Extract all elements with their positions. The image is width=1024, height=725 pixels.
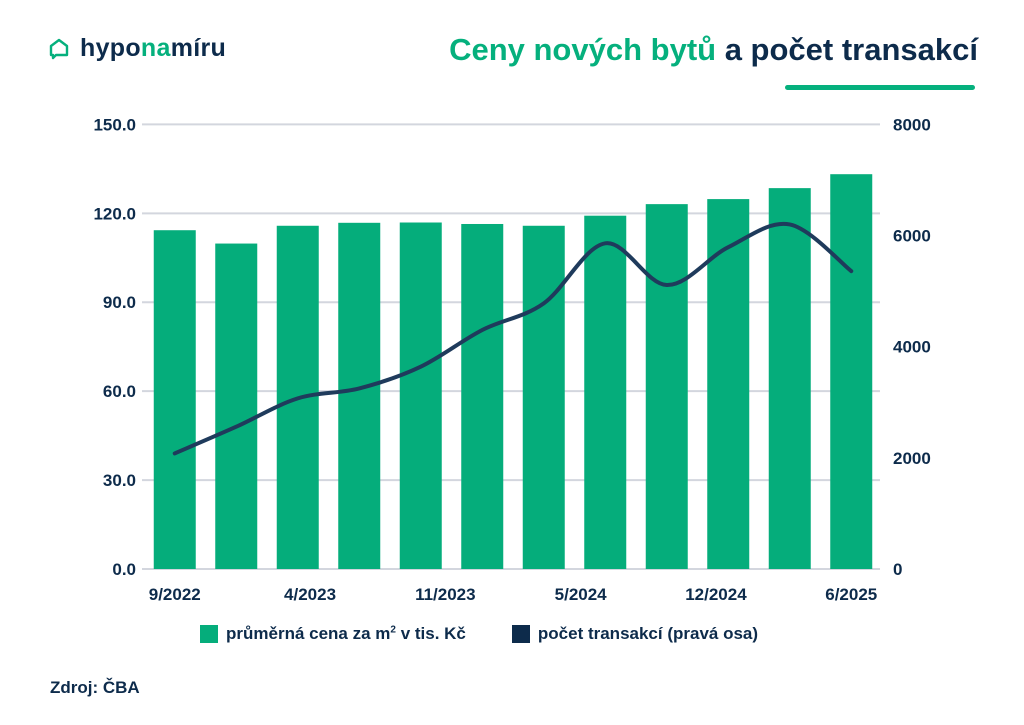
logo-text: hyponamíru — [80, 34, 227, 62]
y-left-tick-label: 30.0 — [103, 471, 136, 490]
legend-swatch-bar — [200, 625, 218, 643]
transactions-line — [172, 221, 854, 456]
chart-svg: 0.0 30.0 60.0 90.0 120.0 150.0 0 2000 4000 6000 80… — [93, 115, 931, 604]
bar — [645, 204, 688, 570]
chart-title: Ceny nových bytů a počet transakcí — [449, 32, 978, 68]
y-left-tick-label: 150.0 — [93, 115, 136, 134]
x-tick-label: 12/2024 — [685, 585, 747, 604]
x-tick-label: 5/2024 — [555, 585, 608, 604]
y-left-tick-label: 90.0 — [103, 293, 136, 312]
bar — [215, 243, 258, 569]
y-left-tick-label: 0.0 — [112, 560, 136, 579]
legend-swatch-line — [511, 625, 530, 643]
bar — [399, 222, 442, 569]
legend-item-transactions: počet transakcí (pravá osa) — [511, 624, 759, 644]
bar — [522, 225, 565, 569]
legend-item-price: průměrná cena za m2 v tis. Kč — [200, 624, 466, 644]
title-underline — [785, 85, 975, 90]
y-left-tick-label: 60.0 — [103, 382, 136, 401]
y-right-tick-label: 4000 — [893, 338, 931, 357]
bar — [338, 222, 381, 569]
legend-label-transactions: počet transakcí (pravá osa) — [537, 624, 759, 643]
legend-label-price: průměrná cena za m2 v tis. Kč — [226, 624, 466, 643]
bar — [153, 230, 196, 570]
bar — [768, 188, 811, 569]
y-left-tick-label: 120.0 — [93, 204, 136, 223]
legend: průměrná cena za m2 v tis. Kč počet tran… — [200, 624, 758, 644]
x-tick-label: 11/2023 — [415, 585, 476, 604]
title-navy: a počet transakcí — [724, 32, 978, 67]
bar — [461, 223, 504, 569]
bar — [584, 215, 627, 569]
y-right-tick-label: 2000 — [893, 449, 931, 468]
bar — [830, 174, 873, 570]
x-tick-label: 6/2025 — [825, 585, 877, 604]
y-right-tick-label: 0 — [893, 560, 902, 579]
source-note: Zdroj: ČBA — [50, 678, 140, 697]
bar — [707, 199, 750, 569]
x-tick-label: 4/2023 — [284, 585, 336, 604]
x-tick-label: 9/2022 — [149, 585, 201, 604]
y-right-tick-label: 8000 — [893, 115, 931, 134]
logo: hyponamíru — [48, 34, 226, 63]
home-chat-icon — [49, 38, 69, 59]
title-green: Ceny nových bytů — [449, 32, 717, 67]
y-right-tick-label: 6000 — [893, 227, 931, 246]
